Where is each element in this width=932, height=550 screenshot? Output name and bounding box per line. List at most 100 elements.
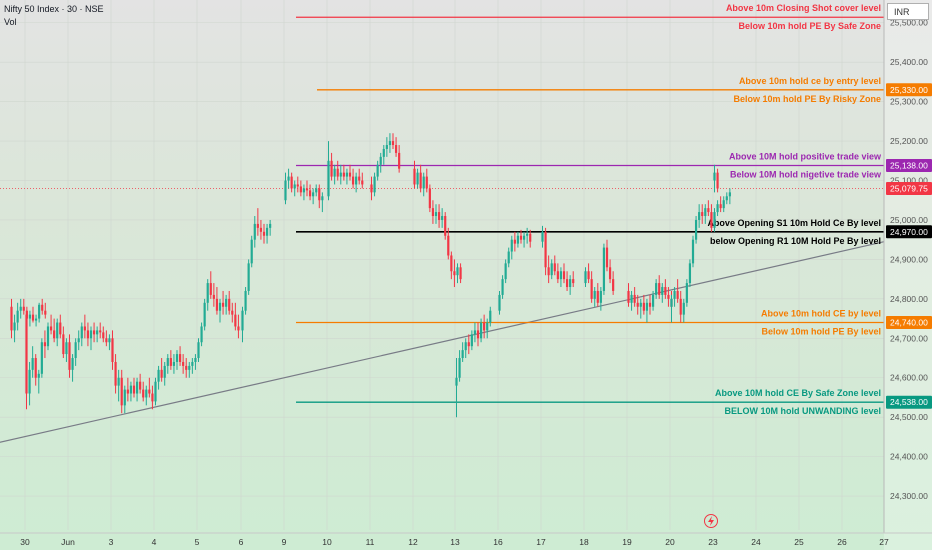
candle-body — [605, 247, 609, 268]
candle-body — [305, 188, 309, 191]
level-text-above: Above Opening S1 10m Hold Ce By level — [707, 218, 881, 228]
price-axis-bg — [884, 0, 932, 550]
level-text-below: BELOW 10M hold UNWANDING level — [724, 406, 881, 416]
candle-body — [498, 294, 501, 311]
candle-body — [10, 306, 13, 331]
candle-body — [553, 263, 556, 272]
candle-body — [71, 358, 74, 370]
symbol-title: Nifty 50 Index · 30 · NSE — [4, 4, 104, 14]
candle-body — [34, 358, 37, 378]
candle-body — [437, 212, 441, 220]
candle-body — [197, 342, 200, 359]
candle-body — [34, 318, 38, 321]
level-price-badge-bg — [886, 225, 932, 239]
level-text-below: Below 10M hold nigetive trade view — [730, 170, 882, 180]
candle-body — [284, 180, 287, 201]
price-axis[interactable]: 25,500.00 25,400.00 25,300.00 25,200.00 25,1… — [883, 0, 932, 550]
candle-body — [160, 369, 163, 378]
candle-body — [151, 393, 154, 402]
candle-body — [596, 290, 599, 303]
candle-body — [308, 190, 312, 197]
candle-body — [572, 279, 575, 284]
candle-body — [206, 283, 209, 303]
candle-body — [250, 239, 253, 264]
candle-body — [728, 192, 731, 197]
candle-body — [19, 306, 22, 311]
candle-body — [516, 235, 520, 244]
currency-button[interactable]: INR — [887, 3, 929, 20]
candle-body — [265, 227, 269, 236]
level-text-above: Above 10M hold positive trade view — [729, 152, 882, 162]
candle-body — [664, 287, 667, 295]
candle-body — [43, 342, 47, 347]
candle-body — [391, 141, 395, 146]
candle-body — [461, 350, 464, 359]
candle-body — [28, 369, 31, 394]
price-tick-label: 25,500.00 — [890, 18, 928, 28]
candle-body — [691, 239, 695, 264]
candle-body — [676, 290, 679, 299]
candle-body — [658, 283, 661, 295]
candle-body — [241, 310, 244, 331]
candle-body — [145, 389, 148, 398]
candle-body — [120, 377, 123, 406]
candle-body — [41, 304, 44, 311]
time-tick-label: 26 — [837, 537, 847, 547]
candle-body — [114, 361, 117, 386]
time-tick-label: 3 — [109, 537, 114, 547]
candle-body — [86, 330, 90, 339]
candle-body — [126, 389, 129, 394]
candle-body — [447, 235, 450, 256]
level-price-badge: 24,740.00 — [890, 318, 928, 328]
candle-body — [379, 156, 382, 165]
level-price-badge-bg — [886, 316, 932, 330]
candle-body — [419, 172, 422, 189]
candle-body — [416, 172, 419, 185]
candle-body — [89, 330, 93, 339]
level-price-badge: 25,138.00 — [890, 161, 928, 171]
candle-body — [83, 326, 86, 331]
candle-body — [253, 223, 256, 240]
candle-body — [673, 290, 676, 299]
candle-body — [59, 322, 62, 335]
candle-body — [661, 287, 664, 295]
candle-body — [148, 389, 151, 394]
time-tick-label: 11 — [366, 537, 375, 547]
time-tick-label: Jun — [61, 537, 75, 547]
candle-body — [473, 330, 477, 335]
candle-body — [713, 212, 716, 228]
candle-body — [355, 176, 358, 185]
candle-body — [209, 283, 212, 295]
time-tick-label: 23 — [708, 537, 718, 547]
candle-body — [53, 330, 56, 339]
candle-body — [483, 322, 486, 331]
candle-body — [105, 338, 108, 343]
time-tick-label: 24 — [751, 537, 761, 547]
time-tick-label: 16 — [493, 537, 503, 547]
candle-body — [710, 212, 713, 228]
candle-body — [648, 302, 652, 307]
candle-body — [398, 152, 401, 169]
time-axis[interactable]: 30 Jun 3 4 5 6 9 10 11 12 13 16 17 18 19 20 23 24 25 26 27 — [0, 532, 932, 547]
candle-body — [77, 338, 80, 343]
candle-body — [194, 358, 197, 362]
candle-body — [336, 168, 339, 177]
candle-body — [65, 342, 68, 355]
candle-body — [434, 212, 438, 217]
candle-body — [333, 168, 336, 177]
candle-body — [569, 279, 572, 288]
candle-body — [593, 290, 596, 299]
candle-body — [221, 302, 225, 307]
candle-body — [627, 290, 630, 303]
candle-body — [302, 188, 306, 193]
candle-body — [142, 389, 145, 398]
candle-body — [80, 326, 83, 339]
candle-body — [296, 184, 299, 187]
last-price-badge-bg — [886, 182, 932, 196]
candle-body — [40, 342, 43, 374]
candle-body — [321, 196, 324, 201]
level-text-above: Above 10m hold CE by level — [761, 309, 881, 319]
candle-body — [154, 381, 157, 402]
candle-body — [376, 164, 379, 177]
